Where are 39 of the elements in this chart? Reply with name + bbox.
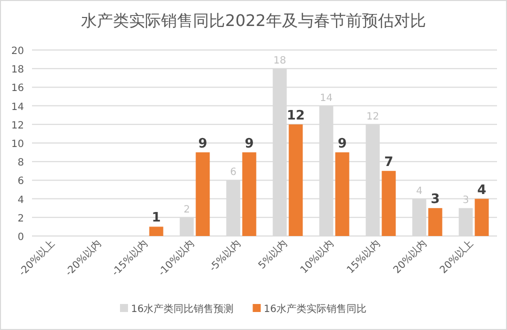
y-tick-label: 16 — [11, 83, 24, 94]
data-label: 18 — [273, 56, 286, 67]
data-label: 9 — [244, 136, 254, 152]
bar — [196, 152, 210, 236]
y-tick-label: 18 — [11, 64, 24, 76]
x-tick-label: -5%以内 — [206, 238, 244, 274]
data-label: 14 — [320, 92, 333, 104]
data-label: 9 — [198, 136, 208, 152]
data-label: 6 — [230, 167, 236, 178]
data-label: 2 — [184, 204, 190, 216]
y-tick-label: 12 — [11, 120, 24, 132]
data-label: 4 — [416, 186, 422, 197]
y-tick-label: 2 — [18, 213, 24, 224]
bar — [242, 152, 256, 236]
bar — [149, 226, 164, 236]
y-tick-label: 8 — [18, 158, 24, 169]
bar — [288, 124, 303, 236]
bar — [335, 152, 350, 236]
y-tick-label: 20 — [11, 46, 24, 57]
bar — [474, 198, 489, 236]
data-label: 3 — [430, 192, 440, 208]
data-label: 12 — [286, 108, 305, 124]
chart-title: 水产类实际销售同比2022年及与春节前预估对比 — [81, 11, 426, 30]
y-tick-label: 6 — [18, 176, 24, 188]
x-tick-label: 5%以内 — [256, 238, 290, 272]
bar — [428, 208, 442, 236]
data-label: 3 — [462, 195, 469, 206]
data-label: 12 — [366, 111, 380, 122]
bar — [382, 170, 396, 236]
data-label: 1 — [152, 210, 161, 226]
legend-label: 16水产类实际销售同比 — [264, 303, 366, 315]
y-tick-label: 4 — [18, 194, 24, 206]
data-label: 4 — [477, 182, 486, 198]
y-tick-label: 14 — [11, 102, 24, 113]
legend-label: 16水产类同比销售预测 — [131, 303, 234, 315]
data-label: 7 — [384, 154, 394, 170]
data-label: 9 — [338, 136, 347, 152]
y-tick-label: 10 — [11, 139, 24, 150]
y-tick-label: 0 — [18, 232, 24, 243]
